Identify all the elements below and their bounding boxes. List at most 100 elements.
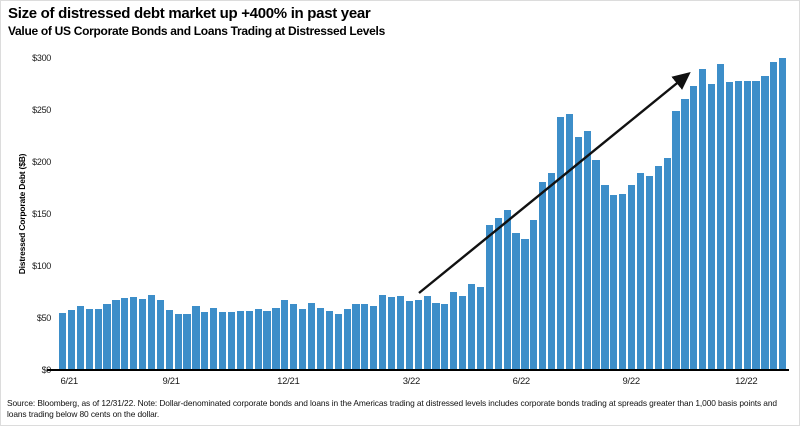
- bar: [628, 184, 636, 370]
- bar: [67, 309, 76, 370]
- bar: [121, 298, 129, 370]
- bar: [654, 166, 662, 370]
- bar: [201, 311, 209, 370]
- bar: [512, 232, 520, 370]
- x-tick-label: 3/22: [402, 376, 421, 387]
- bar: [263, 310, 271, 370]
- bar: [547, 173, 556, 370]
- bar: [565, 114, 573, 370]
- x-axis-baseline: [47, 369, 789, 371]
- bar-series: [59, 58, 787, 370]
- bar: [299, 308, 307, 370]
- y-tick-label: $250: [32, 105, 51, 115]
- bar: [530, 220, 538, 370]
- bar: [387, 297, 396, 370]
- bar: [681, 98, 689, 370]
- bar: [219, 311, 227, 370]
- bar: [450, 292, 458, 370]
- plot-area: [59, 58, 787, 370]
- bar: [734, 80, 742, 370]
- bar: [423, 296, 431, 370]
- bar: [352, 304, 360, 370]
- x-tick-label: 9/21: [162, 376, 180, 387]
- bar: [379, 295, 387, 370]
- y-axis: $0 $50 $100 $150 $200 $250 $300: [1, 53, 53, 375]
- bar: [708, 84, 716, 370]
- bar: [370, 305, 378, 370]
- bar: [85, 308, 93, 370]
- bar: [192, 305, 200, 370]
- bar: [361, 304, 369, 370]
- bar: [601, 184, 609, 370]
- y-tick-label: $0: [42, 365, 52, 375]
- bar: [290, 304, 298, 370]
- bar: [316, 307, 325, 370]
- y-tick-label: $100: [32, 261, 51, 271]
- bar: [672, 111, 680, 370]
- bar: [645, 175, 653, 370]
- bar: [334, 313, 342, 370]
- bar: [165, 309, 173, 370]
- bar: [103, 304, 111, 370]
- bar: [245, 310, 253, 370]
- bar: [752, 80, 760, 370]
- bar: [574, 137, 582, 370]
- bar: [281, 300, 289, 370]
- bar: [663, 157, 671, 370]
- bar: [690, 86, 698, 370]
- bar: [147, 295, 156, 370]
- bar: [610, 195, 618, 370]
- bar: [636, 173, 645, 370]
- chart-subtitle: Value of US Corporate Bonds and Loans Tr…: [8, 24, 385, 38]
- bar: [761, 75, 769, 370]
- bar: [583, 130, 591, 370]
- bar: [59, 312, 67, 370]
- x-tick-label: 6/21: [60, 376, 79, 387]
- bar: [476, 286, 485, 370]
- y-tick-label: $50: [36, 313, 51, 323]
- x-tick-label: 12/21: [277, 376, 300, 387]
- bar: [725, 81, 733, 370]
- x-tick-label: 9/22: [622, 376, 641, 387]
- bar: [254, 308, 262, 370]
- bar: [76, 305, 84, 370]
- bar: [94, 308, 102, 370]
- bar: [272, 307, 280, 370]
- x-tick-label: 12/22: [735, 376, 758, 387]
- bar: [441, 304, 449, 370]
- bar: [592, 159, 600, 370]
- bar: [619, 194, 627, 370]
- bar: [556, 117, 565, 370]
- growth-arrow: [418, 71, 691, 294]
- bar: [236, 310, 244, 370]
- bar: [743, 80, 751, 370]
- bar: [343, 308, 351, 370]
- bar: [405, 301, 413, 370]
- bar: [521, 238, 529, 370]
- bar: [112, 300, 120, 370]
- bar: [414, 300, 422, 370]
- bar: [432, 303, 440, 370]
- y-tick-label: $300: [32, 53, 51, 63]
- chart-title: Size of distressed debt market up +400% …: [8, 5, 371, 22]
- bar: [325, 310, 333, 370]
- bar: [139, 299, 147, 370]
- bar: [485, 225, 493, 370]
- x-tick-label: 6/22: [512, 376, 531, 387]
- source-note: Source: Bloomberg, as of 12/31/22. Note:…: [7, 398, 777, 419]
- bar: [770, 62, 778, 370]
- x-axis: 6/21 9/21 12/21 3/22 6/22 9/22 12/22: [59, 374, 787, 388]
- bar: [699, 69, 707, 370]
- bar: [210, 307, 218, 370]
- bar: [539, 181, 547, 370]
- bar: [494, 218, 502, 370]
- bar: [156, 300, 164, 370]
- y-tick-label: $150: [32, 209, 51, 219]
- bar: [779, 58, 787, 370]
- bar: [467, 283, 476, 370]
- bar: [396, 296, 405, 370]
- bar: [716, 64, 725, 370]
- bar: [174, 313, 182, 370]
- bar: [503, 209, 511, 370]
